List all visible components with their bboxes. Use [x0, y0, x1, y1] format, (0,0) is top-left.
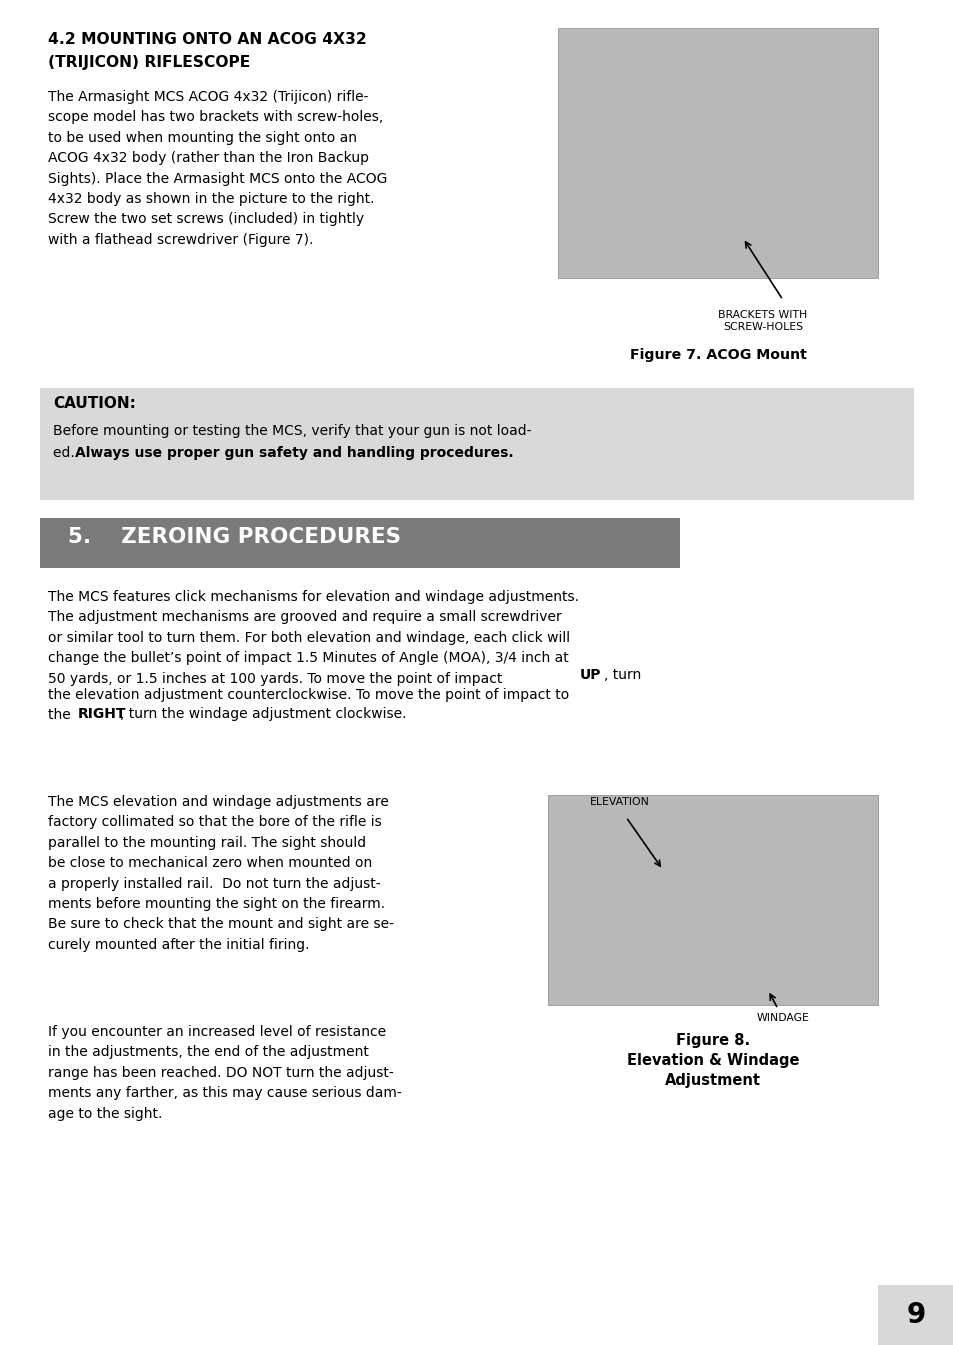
Text: The Armasight MCS ACOG 4x32 (Trijicon) rifle-
scope model has two brackets with : The Armasight MCS ACOG 4x32 (Trijicon) r…	[48, 90, 387, 246]
Text: Figure 8.: Figure 8.	[676, 1033, 749, 1048]
Text: 9: 9	[905, 1301, 924, 1329]
Text: CAUTION:: CAUTION:	[53, 395, 135, 412]
Text: BRACKETS WITH
SCREW-HOLES: BRACKETS WITH SCREW-HOLES	[718, 309, 807, 332]
Text: WINDAGE: WINDAGE	[756, 1013, 808, 1024]
Text: Elevation & Windage: Elevation & Windage	[626, 1053, 799, 1068]
Bar	[547, 795, 877, 1005]
Text: Figure 7. ACOG Mount: Figure 7. ACOG Mount	[629, 348, 805, 362]
Bar	[558, 28, 877, 278]
Text: RIGHT: RIGHT	[78, 707, 127, 721]
Text: the elevation adjustment counterclockwise. To move the point of impact to
the: the elevation adjustment counterclockwis…	[48, 687, 569, 722]
Text: Always use proper gun safety and handling procedures.: Always use proper gun safety and handlin…	[75, 447, 513, 460]
Bar	[877, 1284, 953, 1345]
Text: , turn the windage adjustment clockwise.: , turn the windage adjustment clockwise.	[120, 707, 406, 721]
Text: Before mounting or testing the MCS, verify that your gun is not load-: Before mounting or testing the MCS, veri…	[53, 424, 531, 438]
Text: The MCS elevation and windage adjustments are
factory collimated so that the bor: The MCS elevation and windage adjustment…	[48, 795, 394, 952]
Text: UP: UP	[579, 668, 601, 682]
Text: ed.: ed.	[53, 447, 79, 460]
Text: Adjustment: Adjustment	[664, 1073, 760, 1088]
Text: The MCS features click mechanisms for elevation and windage adjustments.
The adj: The MCS features click mechanisms for el…	[48, 590, 578, 686]
Text: , turn: , turn	[603, 668, 640, 682]
Text: If you encounter an increased level of resistance
in the adjustments, the end of: If you encounter an increased level of r…	[48, 1025, 401, 1120]
Text: 5.    ZEROING PROCEDURES: 5. ZEROING PROCEDURES	[68, 527, 400, 547]
Text: ELEVATION: ELEVATION	[590, 798, 649, 807]
Bar	[40, 387, 913, 500]
Bar	[40, 518, 679, 568]
Text: 4.2 MOUNTING ONTO AN ACOG 4X32: 4.2 MOUNTING ONTO AN ACOG 4X32	[48, 32, 366, 47]
Text: (TRIJICON) RIFLESCOPE: (TRIJICON) RIFLESCOPE	[48, 55, 250, 70]
